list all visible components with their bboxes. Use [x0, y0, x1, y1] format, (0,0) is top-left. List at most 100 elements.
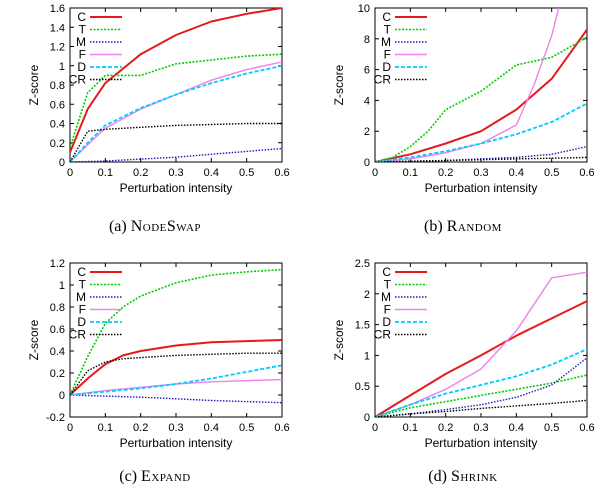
- legend-label-d: D: [382, 315, 391, 329]
- y-tick-label: 4: [364, 95, 370, 107]
- y-tick-label: 1.4: [50, 22, 65, 34]
- y-axis-label: Z-score: [27, 319, 41, 360]
- plot-frame: [69, 7, 283, 163]
- caption-label: (b): [424, 218, 443, 235]
- y-tick-label: 0: [59, 390, 65, 402]
- caption-expand: (c) Expand: [70, 468, 240, 486]
- y-tick-label: 8: [364, 34, 370, 46]
- y-tick-label: 1: [364, 350, 370, 362]
- legend-label-m: M: [76, 290, 86, 304]
- y-tick-label: 0.2: [50, 368, 65, 380]
- chart-svg: 0 0.1 0.2 0.3 0.4 0.5 0.6 0 0.5 1 1.5 2 2.5 Perturbat…: [332, 258, 595, 450]
- caption-shrink: (d) Shrink: [378, 468, 548, 486]
- legend-label-f: F: [79, 48, 86, 62]
- x-tick-label: 0: [67, 167, 73, 179]
- series-line-m: [375, 145, 587, 162]
- y-tick-label: 0.5: [355, 381, 370, 393]
- legend-label-cr: CR: [69, 73, 87, 87]
- series-line-c: [375, 300, 587, 417]
- legend-label-t: T: [384, 278, 392, 292]
- y-tick-label: 2.5: [355, 258, 370, 270]
- chart-panel-expand: 0 0.1 0.2 0.3 0.4 0.5 0.6 -0.2 0 0.2 0.4 0.6 0.8 1 1.2…: [0, 255, 300, 470]
- x-tick-label: 0.5: [239, 167, 254, 179]
- legend-label-t: T: [79, 23, 87, 37]
- y-tick-label: 0.4: [50, 119, 65, 131]
- legend-label-d: D: [77, 315, 86, 329]
- series-line-f: [70, 61, 282, 162]
- y-tick-label: 2: [364, 126, 370, 138]
- legend-label-c: C: [77, 265, 86, 279]
- legend-label-m: M: [381, 290, 391, 304]
- x-tick-label: 0.1: [403, 422, 418, 434]
- x-tick-label: 0.1: [98, 167, 113, 179]
- x-tick-label: 0.1: [403, 167, 418, 179]
- x-tick-label: 0.4: [509, 167, 524, 179]
- x-tick-label: 0.2: [438, 167, 453, 179]
- legend-label-d: D: [382, 60, 391, 74]
- y-tick-label: 0.6: [50, 99, 65, 111]
- y-tick-label: 1.2: [50, 258, 65, 270]
- caption-random: (b) Random: [378, 218, 548, 236]
- y-tick-label: 1.5: [355, 320, 370, 332]
- x-tick-label: 0.1: [98, 422, 113, 434]
- x-tick-label: 0: [67, 422, 73, 434]
- series-line-cr: [70, 122, 282, 162]
- legend-label-m: M: [381, 35, 391, 49]
- y-tick-label: 1: [59, 61, 65, 73]
- y-tick-label: 1: [59, 280, 65, 292]
- series-line-cr: [375, 399, 587, 417]
- caption-label: (a): [108, 218, 127, 235]
- plot-frame: [374, 262, 588, 418]
- x-axis-label: Perturbation intensity: [425, 436, 538, 450]
- series-line-m: [375, 357, 587, 417]
- caption-label: (c): [119, 468, 138, 485]
- x-tick-label: 0.6: [579, 167, 594, 179]
- caption-name: Random: [446, 218, 502, 235]
- series-line-c: [375, 29, 587, 162]
- x-tick-label: 0.5: [544, 167, 559, 179]
- legend-label-c: C: [382, 265, 391, 279]
- series-line-t: [70, 268, 282, 396]
- plot-frame: [374, 7, 588, 163]
- series-group: [375, 271, 587, 417]
- x-tick-label: 0.2: [438, 422, 453, 434]
- x-axis-label: Perturbation intensity: [120, 436, 233, 450]
- x-tick-label: 0.3: [473, 422, 488, 434]
- x-tick-label: 0.4: [204, 422, 219, 434]
- x-tick-label: 0.6: [579, 422, 594, 434]
- caption-name: Shrink: [450, 468, 498, 485]
- x-tick-label: 0.3: [168, 422, 183, 434]
- legend-label-cr: CR: [69, 328, 87, 342]
- series-group: [375, 8, 587, 162]
- legend-label-t: T: [79, 278, 87, 292]
- legend-label-t: T: [384, 23, 392, 37]
- y-tick-label: 1.2: [50, 42, 65, 54]
- y-tick-label: 1.6: [50, 3, 65, 15]
- chart-svg: 0 0.1 0.2 0.3 0.4 0.5 0.6 0 0.2 0.4 0.6 0.8 1 1.2 1.4 1…: [27, 3, 290, 195]
- x-axis-label: Perturbation intensity: [120, 181, 233, 195]
- series-line-f: [70, 378, 282, 396]
- series-line-t: [375, 374, 587, 417]
- y-tick-label: 2: [364, 289, 370, 301]
- legend-label-c: C: [77, 10, 86, 24]
- chart-panel-random: 0 0.1 0.2 0.3 0.4 0.5 0.6 0 2 4 6 8 10 Perturbation i…: [305, 0, 605, 215]
- x-tick-label: 0: [372, 422, 378, 434]
- y-axis-label: Z-score: [27, 64, 41, 105]
- series-group: [70, 8, 282, 162]
- x-tick-label: 0.2: [133, 422, 148, 434]
- caption-label: (d): [428, 468, 447, 485]
- x-tick-label: 0.6: [274, 422, 289, 434]
- legend-label-m: M: [76, 35, 86, 49]
- x-tick-label: 0.4: [204, 167, 219, 179]
- legend-label-cr: CR: [374, 328, 392, 342]
- x-tick-label: 0.6: [274, 167, 289, 179]
- chart-panel-shrink: 0 0.1 0.2 0.3 0.4 0.5 0.6 0 0.5 1 1.5 2 2.5 Perturbat…: [305, 255, 605, 470]
- y-tick-label: 0.8: [50, 302, 65, 314]
- series-line-m: [70, 394, 282, 404]
- legend-label-f: F: [384, 48, 391, 62]
- caption-name: NodeSwap: [130, 218, 202, 235]
